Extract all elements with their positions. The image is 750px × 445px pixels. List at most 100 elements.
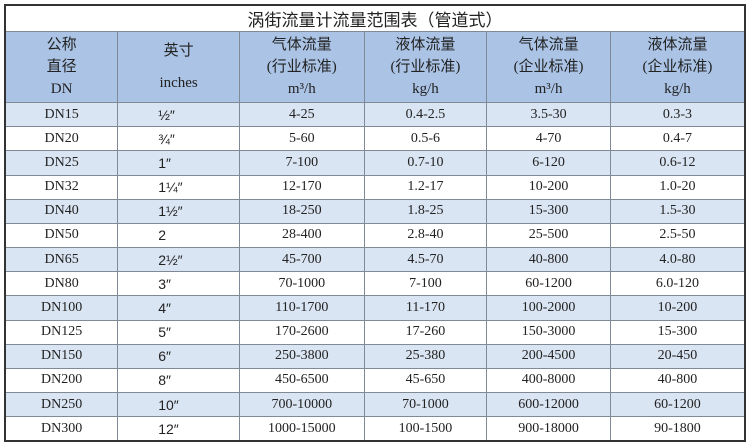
table-cell: DN300 <box>4 416 119 442</box>
table-cell: 8″ <box>117 367 240 394</box>
table-cell: 1.5-30 <box>609 198 746 224</box>
table-row: DN32 1¼″ 12-170 1.2-17 10-200 1.0-20 <box>4 174 746 200</box>
table-cell: 12-170 <box>238 174 365 200</box>
table-cell: DN20 <box>4 126 119 152</box>
table-cell: DN32 <box>4 174 119 200</box>
header-line: m³/h <box>287 81 316 97</box>
table-cell: 600-12000 <box>486 392 611 418</box>
header-line: 直径 <box>46 59 77 75</box>
header-line: m³/h <box>534 81 563 97</box>
table-cell: 4.5-70 <box>363 247 488 273</box>
table-cell: 10-200 <box>609 295 746 321</box>
table-cell: 0.5-6 <box>363 126 488 152</box>
table-cell: 12″ <box>117 416 240 442</box>
table-cell: 0.6-12 <box>609 150 746 176</box>
table-cell: DN50 <box>4 222 119 249</box>
table-cell: 40-800 <box>486 247 611 273</box>
column-header: 液体流量 (行业标准) kg/h <box>363 31 488 103</box>
table-cell: 10″ <box>117 392 240 418</box>
table-cell: 2 <box>117 222 240 249</box>
table-cell: 100-1500 <box>363 416 488 442</box>
table-cell: ½″ <box>117 101 240 128</box>
table-cell: 2½″ <box>117 247 240 273</box>
table-cell: 0.4-2.5 <box>363 101 488 128</box>
table-cell: DN15 <box>4 101 119 128</box>
header-row: 公称 直径 DN 英寸 inches 气体流量 (行业标准) m³/h 液体流量 (行业标准) kg… <box>4 31 746 103</box>
table-cell: 70-1000 <box>363 392 488 418</box>
table-cell: 10-200 <box>486 174 611 200</box>
table-cell: 900-18000 <box>486 416 611 442</box>
table-cell: 20-450 <box>609 343 746 369</box>
table-cell: 100-2000 <box>486 295 611 321</box>
table-cell: 40-800 <box>609 367 746 394</box>
table-cell: 5-60 <box>238 126 365 152</box>
table-cell: 1″ <box>117 150 240 176</box>
table-cell: DN80 <box>4 271 119 297</box>
table-cell: 70-1000 <box>238 271 365 297</box>
table-cell: 60-1200 <box>486 271 611 297</box>
table-cell: 1.0-20 <box>609 174 746 200</box>
column-header: 气体流量 (企业标准) m³/h <box>486 31 611 103</box>
table-cell: 110-1700 <box>238 295 365 321</box>
table-row: DN50 2 28-400 2.8-40 25-500 2.5-50 <box>4 222 746 249</box>
table-cell: 45-650 <box>363 367 488 394</box>
header-line: 液体流量 <box>647 37 708 53</box>
table-cell: 250-3800 <box>238 343 365 369</box>
table-cell: 170-2600 <box>238 319 365 345</box>
table-cell: DN125 <box>4 319 119 345</box>
table-cell: 3.5-30 <box>486 101 611 128</box>
table-cell: 700-10000 <box>238 392 365 418</box>
table-row: DN100 4″ 110-1700 11-170 100-2000 10-200 <box>4 295 746 321</box>
table-cell: 18-250 <box>238 198 365 224</box>
table-cell: 7-100 <box>363 271 488 297</box>
table-row: DN300 12″ 1000-15000 100-1500 900-18000 90-18… <box>4 416 746 442</box>
table-cell: 4″ <box>117 295 240 321</box>
table-cell: 11-170 <box>363 295 488 321</box>
table-cell: 450-6500 <box>238 367 365 394</box>
table-cell: 4-25 <box>238 101 365 128</box>
table-cell: 25-380 <box>363 343 488 369</box>
table-cell: 15-300 <box>486 198 611 224</box>
column-header: 英寸 inches <box>117 31 240 103</box>
header-line: kg/h <box>664 81 691 97</box>
table-row: DN125 5″ 170-2600 17-260 150-3000 15-300 <box>4 319 746 345</box>
header-line: 公称 <box>46 37 77 53</box>
table-row: DN25 1″ 7-100 0.7-10 6-120 0.6-12 <box>4 150 746 176</box>
table-cell: 6″ <box>117 343 240 369</box>
table-cell: 1.2-17 <box>363 174 488 200</box>
table-row: DN250 10″ 700-10000 70-1000 600-12000 60-1200 <box>4 392 746 418</box>
table-cell: 2.5-50 <box>609 222 746 249</box>
table-cell: 6-120 <box>486 150 611 176</box>
header-line: (企业标准) <box>642 59 713 75</box>
table-cell: 45-700 <box>238 247 365 273</box>
header-line: (行业标准) <box>266 59 337 75</box>
table-cell: 15-300 <box>609 319 746 345</box>
table-cell: 25-500 <box>486 222 611 249</box>
table-cell: 200-4500 <box>486 343 611 369</box>
table-cell: 4.0-80 <box>609 247 746 273</box>
table-row: DN40 1½″ 18-250 1.8-25 15-300 1.5-30 <box>4 198 746 224</box>
table-cell: 90-1800 <box>609 416 746 442</box>
header-line: (企业标准) <box>513 59 584 75</box>
table-row: DN15 ½″ 4-25 0.4-2.5 3.5-30 0.3-3 <box>4 101 746 128</box>
table-row: DN80 3″ 70-1000 7-100 60-1200 6.0-120 <box>4 271 746 297</box>
flow-range-table: 涡街流量计流量范围表（管道式） 公称 直径 DN 英寸 inches 气体流量 (行业标准)… <box>4 4 746 442</box>
table-cell: 60-1200 <box>609 392 746 418</box>
table-title: 涡街流量计流量范围表（管道式） <box>4 4 746 32</box>
table-cell: 1.8-25 <box>363 198 488 224</box>
header-line: inches <box>159 75 198 91</box>
table-cell: DN100 <box>4 295 119 321</box>
table-cell: DN250 <box>4 392 119 418</box>
header-line: 英寸 <box>163 43 194 59</box>
table-cell: 400-8000 <box>486 367 611 394</box>
column-header: 气体流量 (行业标准) m³/h <box>238 31 365 103</box>
table-cell: 5″ <box>117 319 240 345</box>
table-cell: 3″ <box>117 271 240 297</box>
table-cell: 1000-15000 <box>238 416 365 442</box>
column-header: 液体流量 (企业标准) kg/h <box>609 31 746 103</box>
table-row: DN200 8″ 450-6500 45-650 400-8000 40-800 <box>4 367 746 394</box>
table-cell: 1½″ <box>117 198 240 224</box>
header-line: 气体流量 <box>271 37 332 53</box>
table-cell: ¾″ <box>117 126 240 152</box>
table-cell: DN200 <box>4 367 119 394</box>
